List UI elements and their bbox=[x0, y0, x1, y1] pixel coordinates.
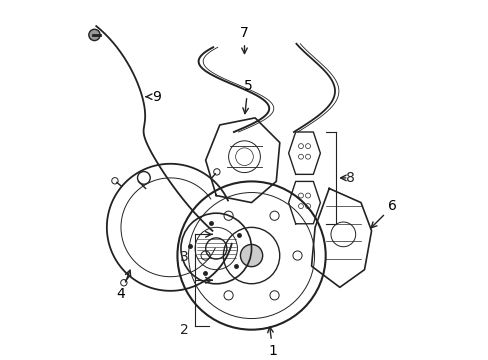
Circle shape bbox=[240, 244, 262, 267]
Text: 8: 8 bbox=[345, 171, 354, 185]
Text: 7: 7 bbox=[240, 26, 248, 54]
Text: 9: 9 bbox=[146, 90, 161, 104]
Text: 5: 5 bbox=[243, 79, 252, 113]
Text: 6: 6 bbox=[370, 199, 396, 228]
Text: 3: 3 bbox=[180, 250, 188, 264]
Circle shape bbox=[89, 29, 100, 41]
Text: 4: 4 bbox=[116, 270, 130, 301]
Text: 1: 1 bbox=[267, 327, 277, 358]
Text: 2: 2 bbox=[180, 323, 188, 337]
